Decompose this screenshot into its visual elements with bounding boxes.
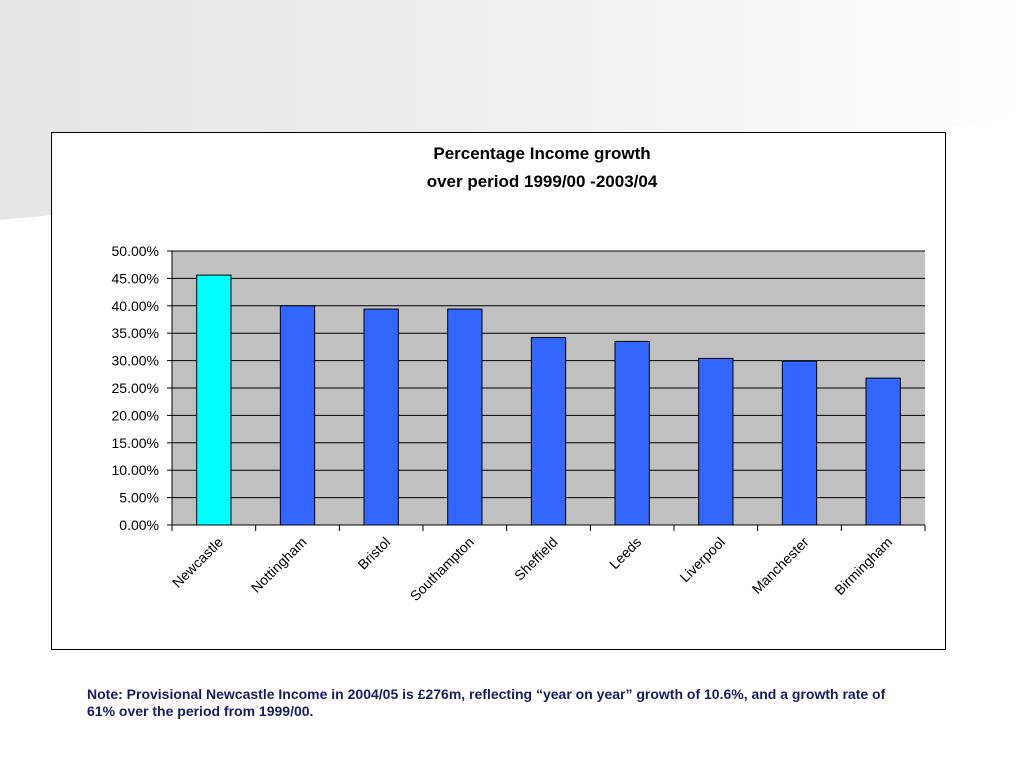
y-tick-label: 45.00%	[112, 270, 159, 286]
bar	[530, 337, 567, 526]
x-tick-label: Leeds	[606, 534, 644, 572]
bar	[363, 308, 399, 526]
bar	[781, 360, 818, 526]
x-tick-label: Sheffield	[511, 534, 561, 584]
bar	[279, 305, 316, 526]
x-tick-label: Bristol	[354, 534, 393, 573]
y-tick-label: 25.00%	[112, 380, 159, 396]
chart-title: Percentage Income growth over period 199…	[0, 140, 1024, 196]
x-tick-label: Nottingham	[248, 534, 310, 596]
x-tick-label: Manchester	[749, 534, 812, 597]
y-tick-label: 50.00%	[112, 243, 159, 259]
chart-title-line-2: over period 1999/00 -2003/04	[426, 172, 658, 191]
x-tick-label: Southampton	[407, 534, 477, 604]
y-tick-label: 20.00%	[112, 407, 159, 423]
bar	[196, 274, 232, 526]
y-tick-label: 30.00%	[112, 353, 159, 369]
x-tick-label: Liverpool	[676, 534, 727, 585]
x-tick-label: Newcastle	[169, 534, 226, 591]
y-tick-label: 10.00%	[112, 462, 159, 478]
y-tick-label: 40.00%	[112, 298, 159, 314]
bar	[865, 377, 901, 526]
chart-title-line-1: Percentage Income growth	[433, 144, 651, 163]
y-tick-label: 5.00%	[119, 490, 159, 506]
bar	[698, 357, 734, 526]
y-tick-label: 35.00%	[112, 325, 159, 341]
y-tick-label: 15.00%	[112, 435, 159, 451]
footnote: Note: Provisional Newcastle Income in 20…	[87, 686, 886, 719]
y-tick-label: 0.00%	[119, 517, 159, 533]
bar	[614, 340, 650, 526]
x-tick-label: Birmingham	[831, 534, 895, 598]
bar	[447, 308, 483, 526]
